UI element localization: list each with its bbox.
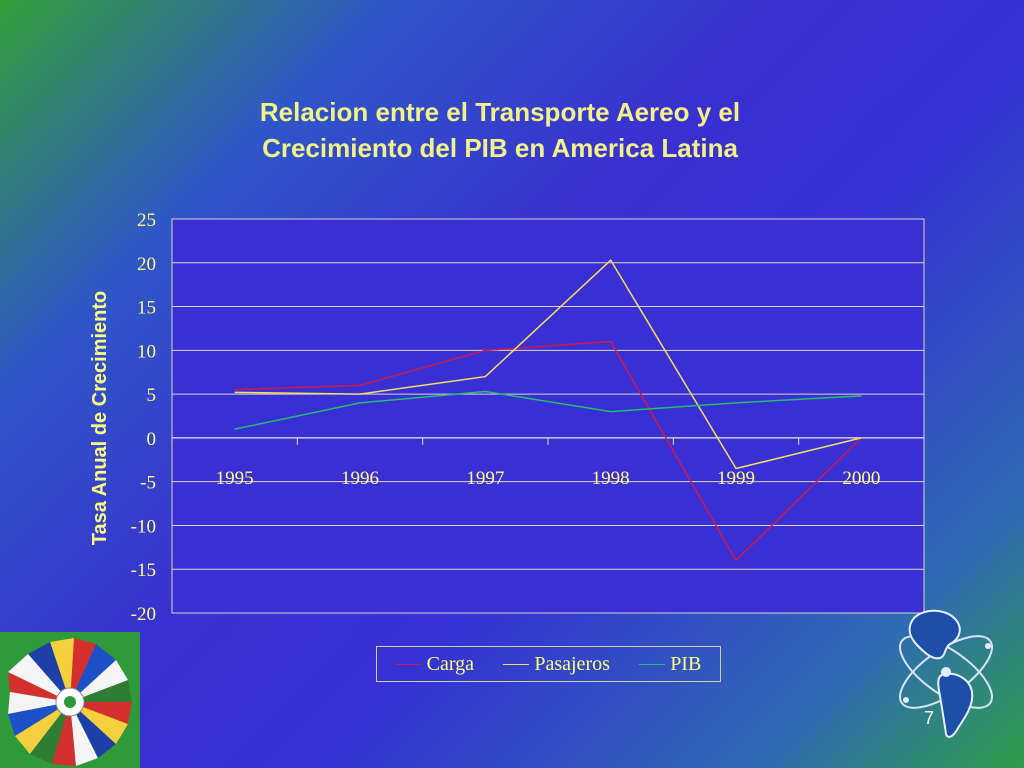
x-tick-label: 1997	[466, 468, 504, 489]
gridlines	[172, 218, 924, 614]
y-tick-label: 20	[137, 254, 156, 275]
x-tick-label: 1998	[592, 468, 630, 489]
legend-item-pib: PIB	[639, 653, 701, 676]
slide-number: 7	[924, 708, 935, 728]
legend-item-pasajeros: Pasajeros	[503, 653, 610, 676]
chart-title-line-2: Crecimiento del PIB en America Latina	[262, 133, 738, 163]
legend-swatch-pasajeros	[503, 663, 530, 665]
legend-swatch-pib	[639, 663, 666, 665]
chart-title: Relacion entre el Transporte Aereo y el …	[0, 94, 1000, 166]
x-tick-labels: 1995 1996 1997 1998 1999 2000	[216, 468, 881, 489]
y-tick-labels: 25 20 15 10 5 0 -5 -10 -15 -20	[131, 210, 156, 625]
x-tick-label: 1995	[216, 468, 254, 489]
y-tick-label: 15	[137, 298, 156, 319]
y-tick-label: 10	[137, 341, 156, 362]
y-tick-label: 0	[147, 429, 157, 450]
legend-item-carga: Carga	[395, 652, 475, 676]
axes	[171, 437, 925, 445]
data-series	[234, 258, 862, 562]
globe-americas-orbit-icon	[899, 609, 993, 738]
series-line-carga	[234, 340, 862, 562]
series-line-pasajeros	[234, 258, 862, 470]
x-tick-label: 2000	[842, 468, 880, 489]
legend-swatch-carga	[395, 663, 422, 665]
y-axis-label: Tasa Anual de Crecimiento	[89, 291, 111, 546]
legend-label-carga: Carga	[426, 652, 475, 675]
y-tick-label: -15	[131, 560, 156, 581]
y-tick-label: -5	[140, 473, 156, 494]
legend-label-pasajeros: Pasajeros	[534, 652, 610, 675]
y-tick-label: 25	[137, 210, 156, 231]
plot-frame	[171, 218, 925, 614]
chart-legend: Carga Pasajeros PIB	[376, 646, 721, 682]
x-tick-label: 1996	[341, 468, 379, 489]
y-tick-label: 5	[147, 385, 157, 406]
legend-label-pib: PIB	[670, 652, 702, 675]
x-tick-label: 1999	[717, 468, 755, 489]
plot-area	[171, 218, 925, 614]
oas-flags-emblem-icon	[0, 632, 140, 768]
y-tick-label: -20	[131, 604, 156, 625]
series-line-pib	[234, 390, 862, 430]
chart-title-line-1: Relacion entre el Transporte Aereo y el	[259, 97, 741, 127]
y-tick-label: -10	[131, 516, 156, 537]
